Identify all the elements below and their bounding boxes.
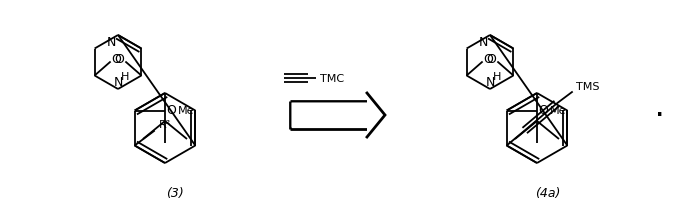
Text: H: H: [493, 72, 501, 82]
Text: (4a): (4a): [535, 186, 560, 200]
Text: Me: Me: [178, 106, 194, 116]
Text: (3): (3): [166, 186, 184, 200]
Text: TMS: TMS: [576, 82, 599, 92]
Text: R²: R²: [158, 121, 171, 131]
Text: O: O: [484, 53, 493, 66]
Text: .: .: [657, 101, 664, 120]
Text: Me: Me: [549, 106, 566, 116]
Text: TMC: TMC: [320, 74, 344, 84]
Text: O: O: [487, 53, 496, 66]
Text: H: H: [121, 72, 129, 82]
Text: O: O: [112, 53, 121, 66]
Text: N: N: [107, 35, 116, 49]
Text: N: N: [478, 35, 488, 49]
Text: O: O: [166, 104, 176, 117]
Text: O: O: [114, 53, 124, 66]
Text: O: O: [538, 104, 548, 117]
Text: N: N: [114, 75, 123, 89]
Text: N: N: [485, 75, 495, 89]
Polygon shape: [291, 96, 382, 134]
